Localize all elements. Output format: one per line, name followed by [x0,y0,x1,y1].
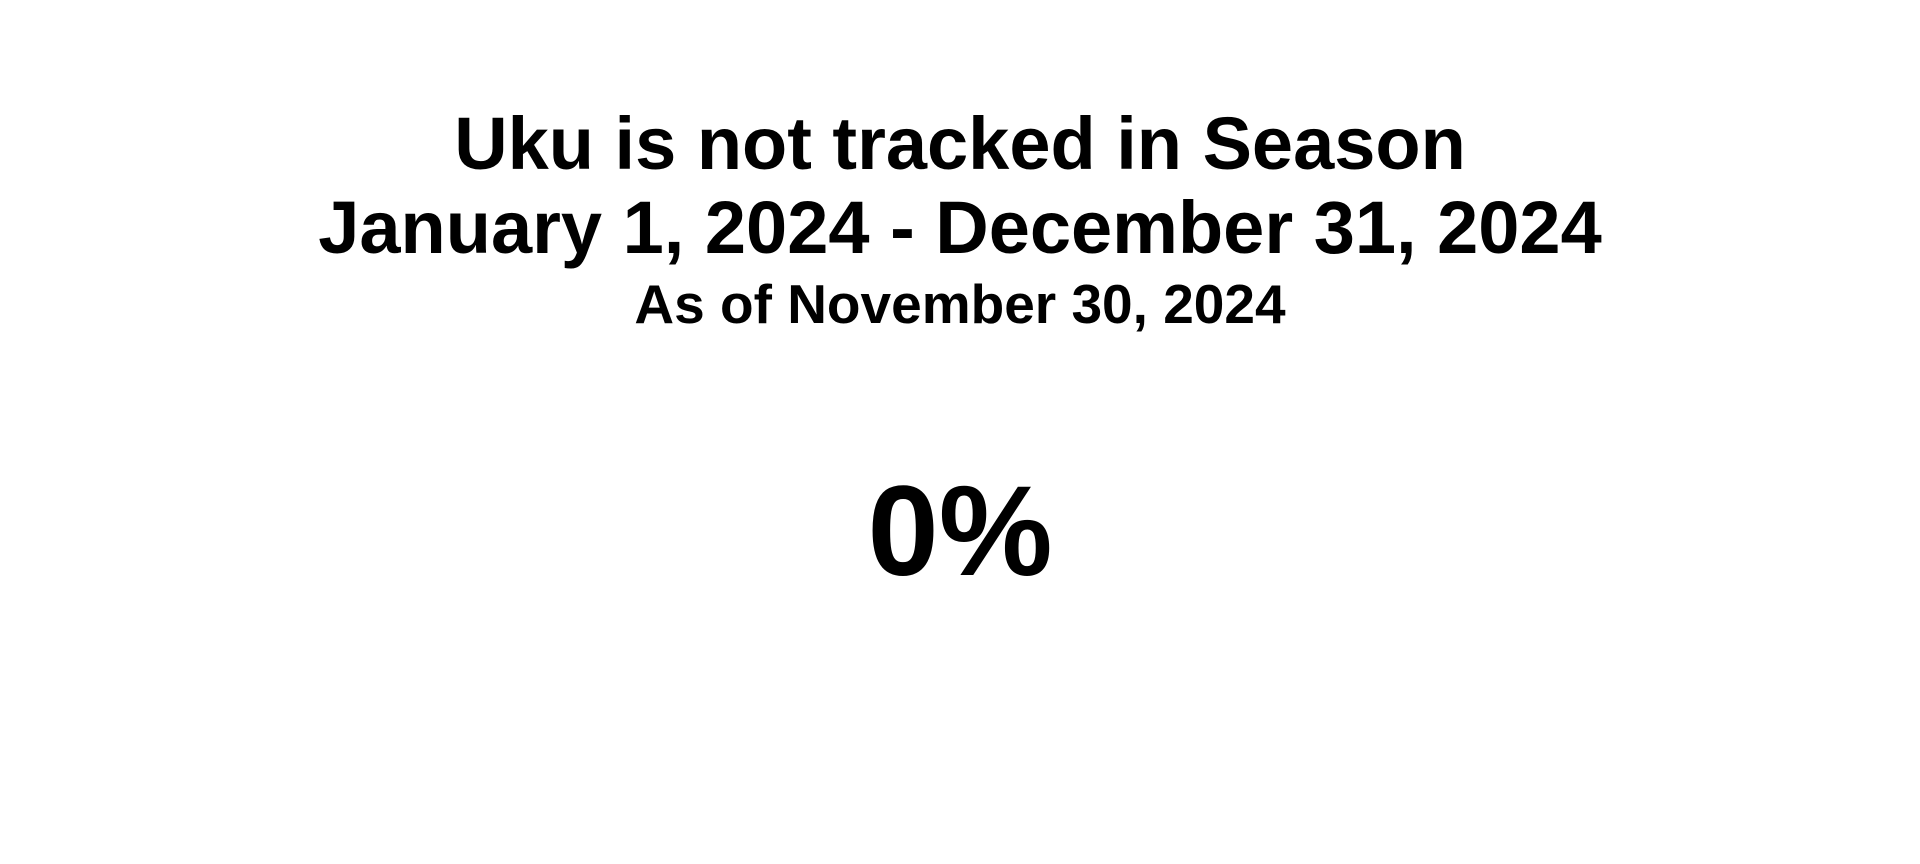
report-header: Uku is not tracked in Season January 1, … [0,102,1920,336]
as-of-date: As of November 30, 2024 [634,273,1286,335]
report-title: Uku is not tracked in Season [454,102,1466,185]
season-range: January 1, 2024 - December 31, 2024 [318,186,1602,269]
percent-value: 0% [867,460,1053,603]
